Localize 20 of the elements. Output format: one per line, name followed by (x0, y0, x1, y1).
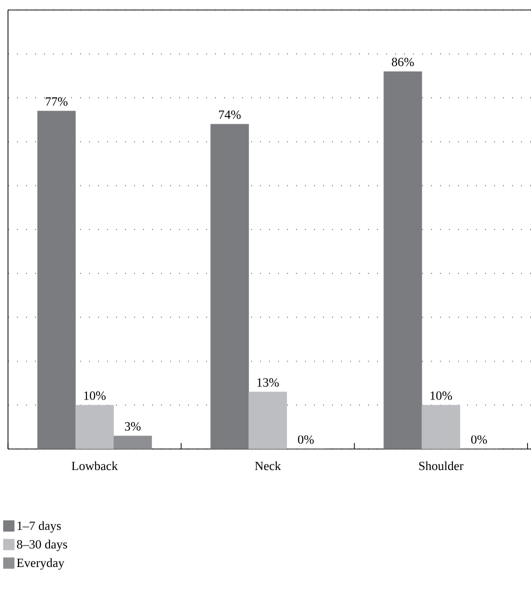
data-label: 3% (124, 422, 141, 431)
bar (422, 404, 460, 449)
bar (113, 436, 152, 449)
x-tick-label: Lowback (72, 461, 118, 470)
x-tick-label: Shoulder (419, 461, 464, 470)
data-label: 77% (46, 97, 68, 106)
data-label: 86% (392, 58, 414, 66)
legend-label: Everyday (16, 558, 64, 570)
bar (248, 392, 287, 449)
data-label: 0% (298, 435, 314, 444)
data-label: 10% (84, 391, 106, 400)
bar (75, 404, 114, 449)
data-label: 13% (257, 378, 279, 387)
legend-label: 8–30 days (16, 540, 68, 552)
legend-label: 1–7 days (18, 521, 61, 533)
x-tick-label: Neck (254, 461, 281, 470)
data-label: 10% (430, 391, 452, 400)
data-label: 74% (219, 110, 241, 119)
data-label: 0% (471, 435, 487, 444)
bar (210, 124, 249, 449)
